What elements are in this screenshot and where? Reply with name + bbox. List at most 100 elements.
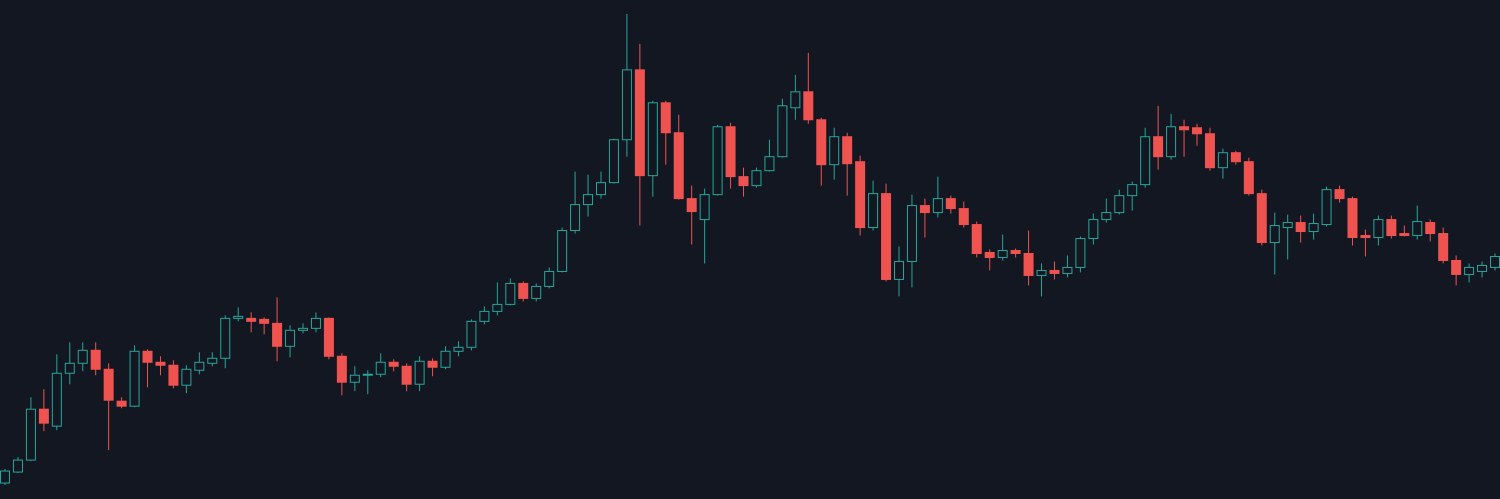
candle-body xyxy=(1308,223,1319,233)
candle-body xyxy=(932,198,943,214)
candle-body xyxy=(647,102,658,177)
candle-body xyxy=(544,270,555,287)
candle-body xyxy=(1451,259,1462,275)
candle-body xyxy=(1282,222,1293,229)
candle-body xyxy=(1425,222,1436,235)
candle-body xyxy=(1010,249,1021,254)
candle-body xyxy=(427,360,438,368)
candle-body xyxy=(894,260,904,280)
candle-body xyxy=(401,365,412,385)
candle-body xyxy=(881,193,892,280)
candle-body xyxy=(751,170,762,187)
candle-body xyxy=(310,317,321,329)
candle-body xyxy=(1347,198,1358,239)
candle-body xyxy=(0,470,10,484)
candle-body xyxy=(116,400,127,407)
candle-body xyxy=(1114,195,1125,214)
candle-body xyxy=(1140,136,1151,186)
candle-body xyxy=(323,317,334,357)
candle-body xyxy=(466,320,477,348)
candle-body xyxy=(38,408,49,424)
candle-body xyxy=(1438,233,1449,261)
candle-body xyxy=(272,322,283,347)
candle-body xyxy=(168,364,179,386)
candle-body xyxy=(1179,126,1190,131)
candle-body xyxy=(479,310,490,322)
candle-body xyxy=(518,282,529,299)
candle-body xyxy=(349,374,360,383)
candle-body xyxy=(375,361,386,375)
candle-body xyxy=(298,327,308,331)
candle-body xyxy=(1075,238,1086,268)
candle-body xyxy=(1243,161,1254,195)
candle-body xyxy=(842,136,853,165)
candle-body xyxy=(207,357,218,364)
candle-body xyxy=(1101,212,1112,221)
candle-body xyxy=(25,408,36,461)
candle-body xyxy=(919,205,930,214)
candle-body xyxy=(1023,252,1034,276)
candle-body xyxy=(777,105,788,158)
candle-body xyxy=(1256,193,1267,244)
candle-body xyxy=(1088,219,1099,240)
candle-body xyxy=(621,69,632,141)
candle-body xyxy=(1153,136,1164,158)
candle-body xyxy=(1321,189,1332,226)
candle-body xyxy=(699,194,710,221)
candle-body xyxy=(829,136,840,166)
candle-body xyxy=(259,318,270,324)
candle-body xyxy=(634,69,645,177)
candle-body xyxy=(103,368,114,401)
candle-body xyxy=(12,459,23,473)
candle-body xyxy=(557,230,568,272)
candle-body xyxy=(285,329,296,347)
candle-body xyxy=(440,350,451,368)
candle-body xyxy=(945,198,956,210)
candle-body xyxy=(388,361,399,367)
candle-body xyxy=(194,361,205,371)
candle-body xyxy=(1204,133,1215,169)
candle-body xyxy=(790,91,801,109)
candle-body xyxy=(686,198,697,213)
candle-body xyxy=(1464,266,1475,275)
candle-body xyxy=(712,126,723,196)
candle-body xyxy=(129,350,140,407)
candle-body xyxy=(453,346,464,352)
candle-body xyxy=(608,139,619,184)
candle-body xyxy=(1360,235,1371,239)
candle-body xyxy=(64,362,75,374)
candle-body xyxy=(492,303,503,312)
candle-body xyxy=(596,182,606,196)
candle-body xyxy=(531,285,542,299)
candle-body xyxy=(1217,152,1228,169)
candle-body xyxy=(1192,127,1202,135)
candle-body xyxy=(958,208,969,226)
candle-body xyxy=(336,355,347,383)
candle-body xyxy=(1334,189,1345,200)
candle-body xyxy=(1490,255,1500,268)
candle-body xyxy=(1373,219,1384,239)
candle-body xyxy=(1127,184,1138,197)
candle-body xyxy=(362,373,373,376)
candle-body xyxy=(246,317,257,322)
candle-body xyxy=(181,368,192,386)
candle-body xyxy=(233,315,244,319)
candle-body xyxy=(673,132,684,200)
candle-body xyxy=(505,282,516,305)
candle-body xyxy=(1477,264,1488,272)
candle-body xyxy=(583,194,594,206)
candle-body xyxy=(90,349,101,370)
candle-body xyxy=(570,204,581,232)
candle-body xyxy=(764,156,775,172)
candle-body xyxy=(1269,225,1280,244)
candle-body xyxy=(803,91,814,121)
candle-body xyxy=(984,251,995,258)
candle-body xyxy=(220,317,231,359)
candle-body xyxy=(1386,219,1397,237)
candle-body xyxy=(971,224,982,254)
candle-body xyxy=(868,193,879,229)
candle-body xyxy=(816,119,827,166)
candle-body xyxy=(1230,152,1241,163)
candle-body xyxy=(1412,221,1423,237)
candle-body xyxy=(77,349,88,364)
